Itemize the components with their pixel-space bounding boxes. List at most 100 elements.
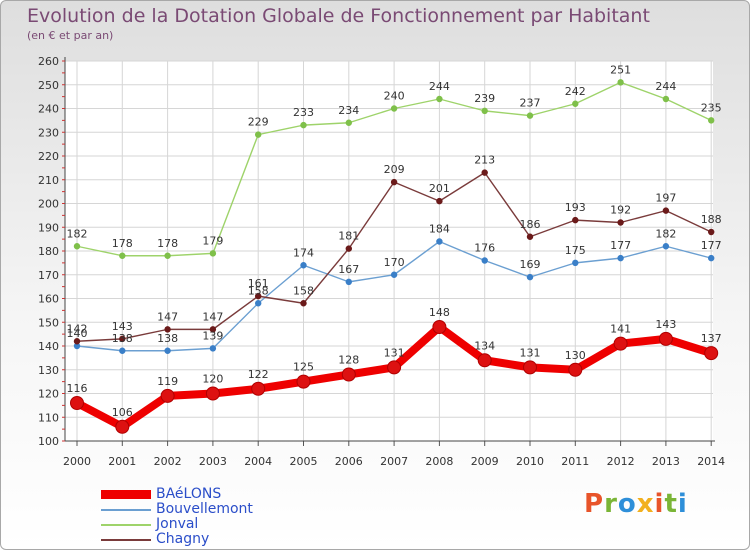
- y-tick-label: 150: [38, 316, 59, 329]
- data-label-jonval: 229: [248, 116, 269, 129]
- data-point-ba-lons: [432, 320, 447, 334]
- x-tick-label: 2000: [63, 455, 91, 468]
- data-label-bouvellemont: 184: [429, 223, 450, 236]
- data-point-ba-lons: [523, 360, 537, 375]
- y-tick-label: 100: [38, 435, 59, 448]
- data-point-chagny: [708, 228, 715, 236]
- data-label-ba-lons: 134: [474, 339, 495, 352]
- data-label-bouvellemont: 177: [610, 239, 631, 252]
- x-tick-label: 2013: [652, 455, 680, 468]
- data-label-jonval: 178: [157, 237, 178, 250]
- data-point-jonval: [345, 119, 352, 126]
- data-point-chagny: [436, 197, 443, 205]
- legend-swatch: [101, 490, 151, 499]
- y-tick-label: 210: [38, 174, 59, 187]
- legend-label: Bouvellemont: [156, 501, 253, 517]
- data-point-bouvellemont: [617, 254, 624, 262]
- data-label-ba-lons: 131: [384, 346, 405, 359]
- data-label-bouvellemont: 176: [474, 242, 495, 255]
- data-point-jonval: [481, 107, 488, 115]
- data-point-chagny: [662, 207, 670, 214]
- data-point-chagny: [481, 169, 488, 176]
- data-point-chagny: [390, 178, 398, 186]
- x-tick-label: 2012: [607, 455, 635, 468]
- legend-item-jonval: Jonval: [101, 516, 321, 532]
- data-label-chagny: 213: [474, 154, 495, 167]
- data-label-ba-lons: 106: [112, 406, 133, 419]
- data-point-bouvellemont: [481, 257, 488, 264]
- data-label-bouvellemont: 158: [248, 284, 269, 297]
- data-label-ba-lons: 143: [655, 318, 676, 331]
- data-label-chagny: 161: [248, 277, 269, 290]
- data-label-chagny: 201: [429, 182, 450, 195]
- data-point-ba-lons: [568, 362, 583, 377]
- chart-title: Evolution de la Dotation Globale de Fonc…: [27, 5, 650, 27]
- x-tick-label: 2010: [516, 455, 544, 468]
- data-label-bouvellemont: 169: [520, 258, 541, 271]
- data-label-jonval: 235: [701, 101, 722, 114]
- x-tick-label: 2003: [199, 455, 227, 468]
- x-tick-label: 2008: [425, 455, 453, 468]
- data-point-ba-lons: [704, 346, 719, 361]
- data-label-ba-lons: 120: [202, 373, 223, 386]
- logo-letter: o: [617, 489, 637, 519]
- y-tick-label: 180: [38, 245, 59, 258]
- data-point-chagny: [300, 300, 307, 307]
- legend-item-chagny: Chagny: [101, 531, 321, 547]
- data-label-jonval: 233: [293, 106, 314, 119]
- data-label-chagny: 147: [202, 310, 223, 323]
- data-label-chagny: 181: [338, 230, 359, 243]
- data-label-bouvellemont: 139: [202, 329, 223, 342]
- legend-swatch: [101, 539, 151, 541]
- data-label-ba-lons: 137: [701, 332, 722, 345]
- data-point-bouvellemont: [390, 271, 398, 278]
- data-label-bouvellemont: 174: [293, 246, 314, 259]
- data-point-ba-lons: [115, 419, 130, 434]
- data-label-chagny: 143: [112, 320, 133, 333]
- data-label-bouvellemont: 182: [655, 227, 676, 240]
- y-tick-label: 230: [38, 126, 59, 139]
- legend-item-ba-lons: BAéLONS: [101, 486, 321, 502]
- data-label-chagny: 192: [610, 204, 631, 217]
- data-label-jonval: 234: [338, 104, 359, 117]
- data-label-chagny: 197: [655, 192, 676, 205]
- data-label-ba-lons: 130: [565, 349, 586, 362]
- data-point-jonval: [119, 252, 126, 259]
- data-point-jonval: [209, 250, 217, 257]
- y-tick-label: 190: [38, 221, 59, 234]
- data-label-chagny: 193: [565, 201, 586, 214]
- data-point-chagny: [617, 219, 624, 226]
- data-point-bouvellemont: [572, 259, 579, 267]
- data-point-bouvellemont: [345, 278, 352, 286]
- x-tick-label: 2005: [290, 455, 318, 468]
- y-tick-label: 200: [38, 198, 59, 211]
- data-label-ba-lons: 125: [293, 361, 314, 374]
- logo-letter: r: [604, 489, 618, 519]
- data-point-bouvellemont: [436, 238, 443, 245]
- data-label-jonval: 239: [474, 92, 495, 105]
- data-point-ba-lons: [296, 374, 311, 389]
- data-label-ba-lons: 119: [157, 375, 178, 388]
- x-tick-label: 2009: [471, 455, 499, 468]
- y-tick-label: 120: [38, 388, 59, 401]
- data-point-bouvellemont: [255, 300, 262, 307]
- y-tick-label: 110: [38, 411, 59, 424]
- data-point-ba-lons: [387, 360, 402, 375]
- data-label-ba-lons: 128: [338, 354, 359, 367]
- data-label-jonval: 242: [565, 85, 586, 98]
- data-label-bouvellemont: 175: [565, 244, 586, 257]
- legend-label: BAéLONS: [156, 486, 222, 502]
- data-point-chagny: [119, 335, 126, 343]
- x-tick-label: 2004: [244, 455, 272, 468]
- proxiti-logo: Proxiti: [584, 489, 688, 519]
- data-point-ba-lons: [205, 386, 220, 401]
- data-point-ba-lons: [70, 396, 84, 410]
- data-label-ba-lons: 141: [610, 323, 631, 336]
- data-label-jonval: 179: [202, 234, 223, 247]
- y-tick-label: 260: [38, 55, 59, 68]
- data-point-jonval: [255, 131, 262, 138]
- data-point-bouvellemont: [662, 243, 670, 250]
- data-label-jonval: 240: [384, 90, 405, 103]
- data-label-bouvellemont: 138: [112, 332, 133, 345]
- data-point-jonval: [572, 100, 579, 107]
